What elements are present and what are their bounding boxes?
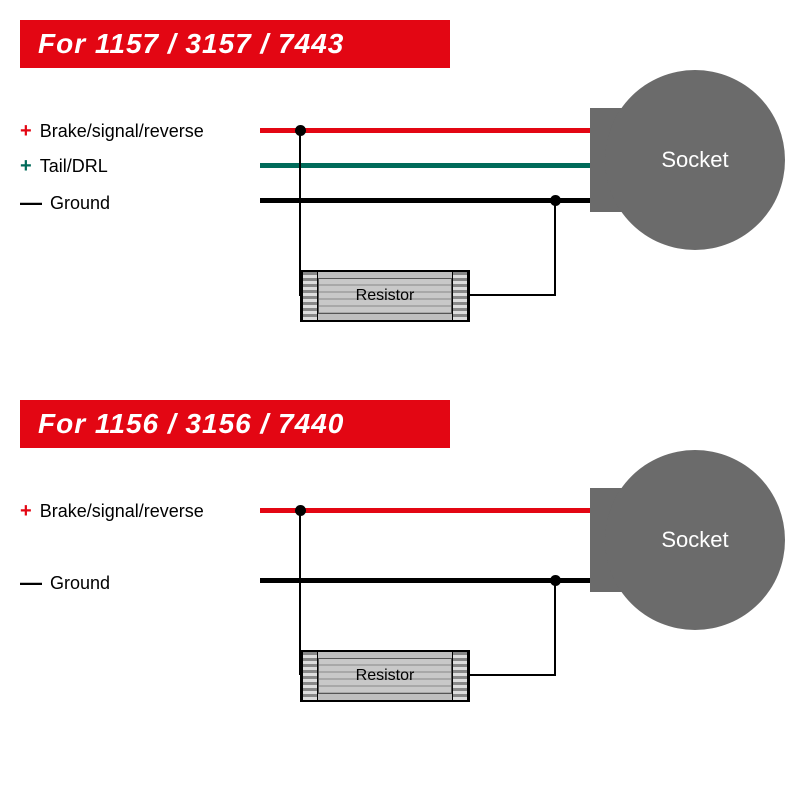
wire-label-brake-2: + Brake/signal/reverse — [20, 500, 204, 523]
plus-icon: + — [20, 155, 32, 178]
wire-green-1 — [260, 163, 640, 168]
wire-text: Tail/DRL — [40, 156, 108, 177]
section1-header: For 1157 / 3157 / 7443 — [20, 20, 450, 68]
resistor-body: Resistor — [318, 278, 452, 314]
socket-1: Socket — [605, 70, 785, 250]
wire-text: Brake/signal/reverse — [40, 121, 204, 142]
resistor-2: Resistor — [300, 650, 470, 702]
resistor-label: Resistor — [356, 667, 415, 685]
minus-icon: — — [20, 190, 42, 216]
resistor-1: Resistor — [300, 270, 470, 322]
socket-label: Socket — [661, 527, 728, 553]
tap-wire-h — [470, 294, 556, 296]
wire-black-1 — [260, 198, 640, 203]
plus-icon: + — [20, 500, 32, 523]
wire-label-brake-1: + Brake/signal/reverse — [20, 120, 204, 143]
socket-label: Socket — [661, 147, 728, 173]
minus-icon: — — [20, 570, 42, 596]
wire-label-ground-2: — Ground — [20, 570, 110, 596]
section1-title: For 1157 / 3157 / 7443 — [38, 28, 344, 60]
wire-text: Ground — [50, 193, 110, 214]
wire-black-2 — [260, 578, 640, 583]
resistor-body: Resistor — [318, 658, 452, 694]
socket-2: Socket — [605, 450, 785, 630]
tap-wire — [554, 583, 556, 675]
wire-text: Ground — [50, 573, 110, 594]
wire-red-1 — [260, 128, 640, 133]
tap-wire-h — [470, 674, 556, 676]
tap-wire — [554, 203, 556, 295]
wire-label-tail-1: + Tail/DRL — [20, 155, 108, 178]
resistor-label: Resistor — [356, 287, 415, 305]
section2-header: For 1156 / 3156 / 7440 — [20, 400, 450, 448]
wire-red-2 — [260, 508, 640, 513]
section2-title: For 1156 / 3156 / 7440 — [38, 408, 344, 440]
plus-icon: + — [20, 120, 32, 143]
wire-label-ground-1: — Ground — [20, 190, 110, 216]
wire-text: Brake/signal/reverse — [40, 501, 204, 522]
